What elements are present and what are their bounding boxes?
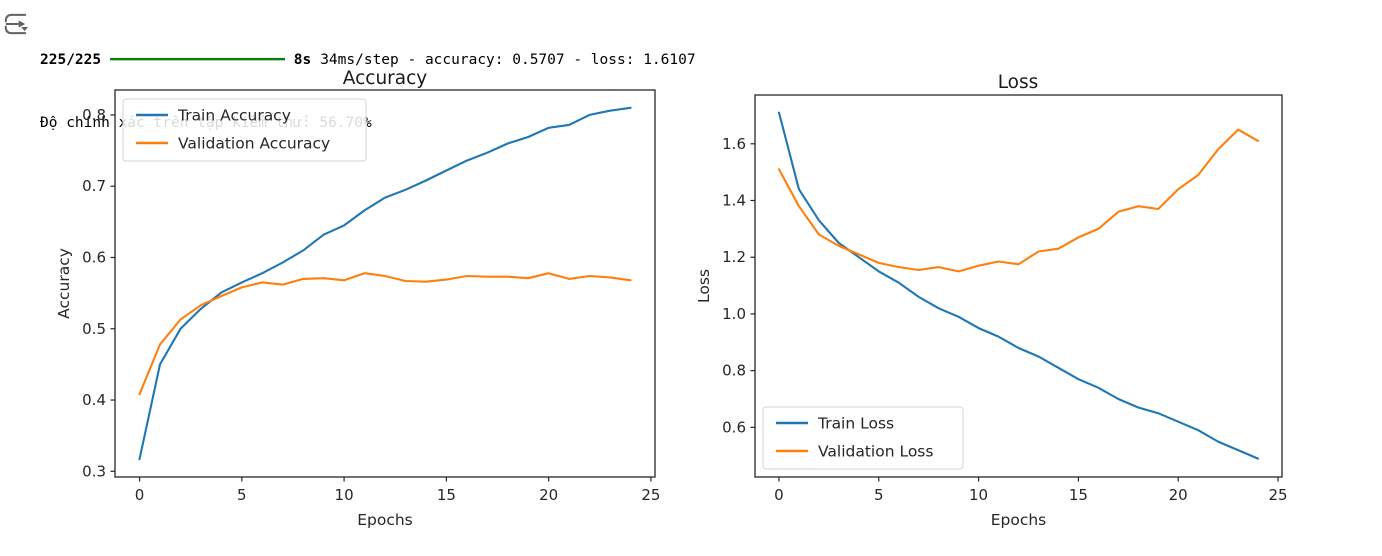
series-line-train-loss	[777, 111, 1260, 460]
x-axis-label: Epochs	[357, 511, 413, 529]
notebook-cell-output-arrow-icon[interactable]	[2, 10, 30, 38]
y-tick-label: 1.4	[722, 191, 746, 209]
x-axis-label: Epochs	[991, 511, 1047, 529]
x-tick-label: 5	[237, 486, 247, 504]
x-tick-label: 5	[874, 486, 884, 504]
y-tick-label: 0.6	[82, 248, 106, 266]
series-line-validation-loss	[777, 128, 1260, 273]
legend-box	[122, 98, 367, 162]
x-tick-label: 25	[1268, 486, 1287, 504]
y-tick-label: 1.2	[722, 248, 746, 266]
legend-box	[762, 406, 964, 470]
x-tick-label: 10	[335, 486, 354, 504]
y-tick-label: 0.3	[82, 462, 106, 480]
legend-label: Validation Accuracy	[178, 135, 330, 153]
x-tick-label: 20	[539, 486, 558, 504]
y-axis-label: Accuracy	[55, 248, 73, 319]
y-tick-label: 0.8	[722, 362, 746, 380]
progress-bar: ━━━━━━━━━━━━━━━━━━━━	[110, 52, 285, 68]
progress-metrics: 34ms/step - accuracy: 0.5707 - loss: 1.6…	[320, 52, 696, 68]
x-tick-label: 0	[774, 486, 784, 504]
y-tick-label: 0.6	[722, 418, 746, 436]
x-tick-label: 10	[969, 486, 988, 504]
loss-chart: 0 5 10 15 20 25 0.6 0.8 1.0 1.2 1.4 1.6 Train Loss Va…	[695, 72, 1288, 529]
plot-border	[754, 94, 1283, 478]
accuracy-chart: 0 5 10 15 20 25 0.3 0.4 0.5 0.6 0.7 0.8 Train Accura…	[55, 68, 660, 529]
y-axis-label: Loss	[695, 269, 713, 303]
legend-label: Train Loss	[817, 415, 894, 433]
x-tick-label: 25	[641, 486, 660, 504]
x-tick-label: 20	[1169, 486, 1188, 504]
x-tick-label: 0	[135, 486, 145, 504]
progress-duration: 8s	[293, 52, 312, 68]
y-tick-label: 0.8	[82, 106, 106, 124]
legend-label: Validation Loss	[818, 443, 933, 461]
legend-label: Train Accuracy	[177, 107, 291, 125]
series-line-validation-accuracy	[138, 272, 632, 396]
plot-border	[114, 89, 656, 478]
x-tick-label: 15	[437, 486, 456, 504]
series-line-train-accuracy	[138, 106, 632, 461]
progress-line: 225/225 ━━━━━━━━━━━━━━━━━━━━ 8s 34ms/step -…	[40, 50, 696, 71]
y-tick-label: 1.0	[722, 305, 746, 323]
figure-area: 0 5 10 15 20 25 0.3 0.4 0.5 0.6 0.7 0.8 Train Accura…	[0, 55, 1382, 556]
y-tick-label: 1.6	[722, 135, 746, 153]
progress-count: 225/225	[40, 52, 102, 68]
chart-title: Loss	[998, 72, 1039, 93]
y-tick-label: 0.5	[82, 320, 106, 338]
y-tick-label: 0.7	[82, 177, 106, 195]
chart-title: Accuracy	[343, 68, 428, 89]
y-tick-label: 0.4	[82, 391, 106, 409]
x-tick-label: 15	[1069, 486, 1088, 504]
